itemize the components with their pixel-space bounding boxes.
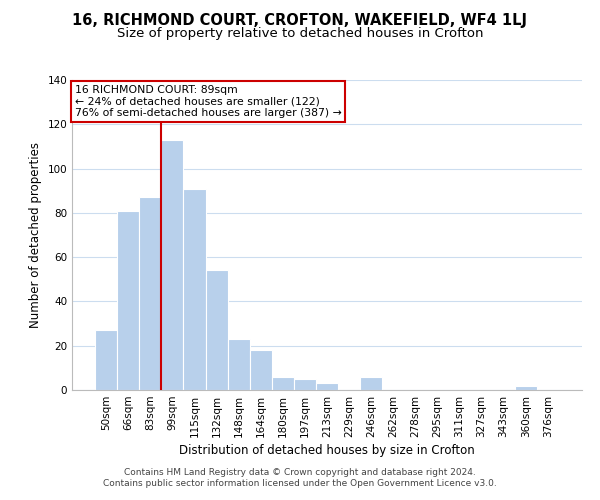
- Text: 16, RICHMOND COURT, CROFTON, WAKEFIELD, WF4 1LJ: 16, RICHMOND COURT, CROFTON, WAKEFIELD, …: [73, 12, 527, 28]
- Text: Contains HM Land Registry data © Crown copyright and database right 2024.
Contai: Contains HM Land Registry data © Crown c…: [103, 468, 497, 487]
- Bar: [294, 379, 316, 390]
- Bar: [227, 339, 250, 390]
- Bar: [206, 270, 227, 390]
- Bar: [272, 376, 294, 390]
- Bar: [161, 140, 184, 390]
- Text: Size of property relative to detached houses in Crofton: Size of property relative to detached ho…: [117, 28, 483, 40]
- Y-axis label: Number of detached properties: Number of detached properties: [29, 142, 42, 328]
- Bar: [117, 210, 139, 390]
- Bar: [316, 384, 338, 390]
- Bar: [139, 198, 161, 390]
- Text: 16 RICHMOND COURT: 89sqm
← 24% of detached houses are smaller (122)
76% of semi-: 16 RICHMOND COURT: 89sqm ← 24% of detach…: [74, 84, 341, 118]
- Bar: [95, 330, 117, 390]
- Bar: [184, 188, 206, 390]
- Bar: [515, 386, 537, 390]
- Bar: [360, 376, 382, 390]
- X-axis label: Distribution of detached houses by size in Crofton: Distribution of detached houses by size …: [179, 444, 475, 457]
- Bar: [250, 350, 272, 390]
